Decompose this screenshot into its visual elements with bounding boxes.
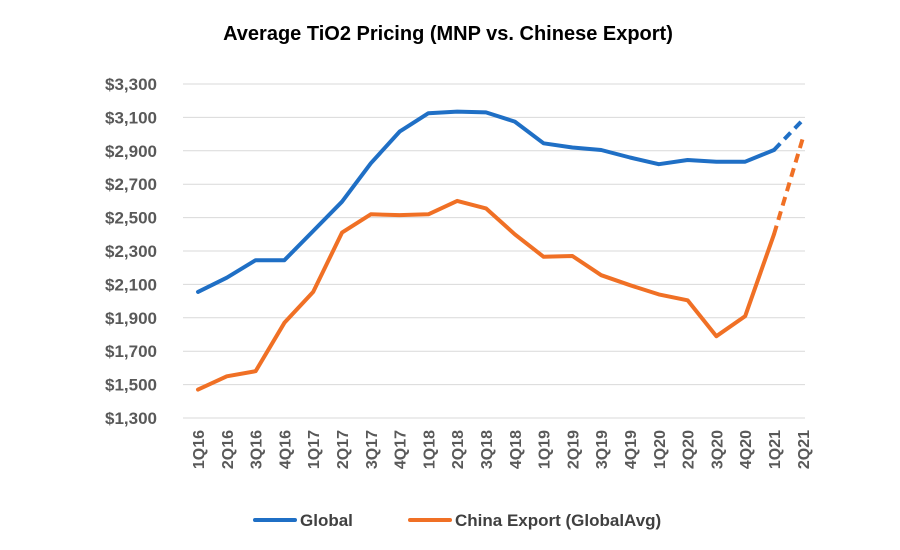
x-tick-label: 4Q17 [393,430,410,469]
data-point [542,255,546,259]
data-point [570,254,574,258]
x-tick-label: 1Q18 [421,430,438,469]
data-point [657,162,661,166]
x-tick-label: 2Q21 [796,430,813,469]
series-line-0 [196,109,776,294]
gridlines [183,83,805,419]
data-point [340,231,344,235]
data-point [426,212,430,216]
y-tick-label: $1,700 [105,342,157,361]
x-tick-label: 4Q20 [738,430,755,469]
y-tick-label: $1,500 [105,376,157,395]
x-tick-label: 1Q17 [306,430,323,469]
y-tick-label: $2,100 [105,275,157,294]
x-tick-label: 4Q19 [623,430,640,469]
data-point [686,298,690,302]
y-tick-label: $2,500 [105,209,157,228]
data-point [311,290,315,294]
data-point [398,130,402,134]
data-point [657,292,661,296]
x-tick-label: 3Q18 [479,430,496,469]
y-tick-label: $2,900 [105,142,157,161]
chart-title: Average TiO2 Pricing (MNP vs. Chinese Ex… [223,23,673,45]
data-point [398,213,402,217]
series-lines [196,109,805,392]
y-tick-label: $1,900 [105,309,157,328]
data-point [484,110,488,114]
series-forecast-line-1 [772,137,805,235]
data-point [196,290,200,294]
data-point [484,206,488,210]
data-point [426,111,430,115]
data-point [369,161,373,165]
data-point [455,110,459,114]
data-point [801,118,805,122]
data-point [513,232,517,236]
data-point [225,374,229,378]
x-tick-label: 3Q17 [364,430,381,469]
data-point [772,232,776,236]
data-point [196,388,200,392]
data-point [743,160,747,164]
data-point [772,148,776,152]
data-point [714,160,718,164]
y-tick-label: $1,300 [105,409,157,428]
data-point [340,200,344,204]
x-axis: 1Q16 2Q16 3Q16 4Q16 1Q17 2Q17 3Q17 4Q17 1Q18 2Q18… [191,430,813,469]
y-tick-label: $3,100 [105,108,157,127]
y-tick-label: $2,300 [105,242,157,261]
data-point [513,120,517,124]
legend-label-1: China Export (GlobalAvg) [455,511,661,530]
x-tick-label: 1Q20 [652,430,669,469]
x-tick-label: 2Q20 [681,430,698,469]
data-point [743,314,747,318]
legend-label-0: Global [300,511,353,530]
x-tick-label: 1Q21 [767,430,784,469]
data-point [599,273,603,277]
x-tick-label: 2Q16 [220,430,237,469]
series-forecast-line-0 [772,118,805,152]
y-axis: $1,300 $1,500 $1,700 $1,900 $2,100 $2,300 $2,5… [105,75,157,428]
data-point [282,321,286,325]
y-tick-label: $2,700 [105,175,157,194]
data-point [714,334,718,338]
data-point [570,145,574,149]
x-tick-label: 2Q19 [565,430,582,469]
data-point [628,155,632,159]
data-point [254,258,258,262]
x-tick-label: 3Q19 [594,430,611,469]
x-tick-label: 3Q16 [249,430,266,469]
data-point [628,283,632,287]
x-tick-label: 3Q20 [709,430,726,469]
y-tick-label: $3,300 [105,75,157,94]
x-tick-label: 2Q18 [450,430,467,469]
series-line-1 [196,198,776,392]
x-tick-label: 2Q17 [335,430,352,469]
x-tick-label: 4Q16 [277,430,294,469]
x-tick-label: 4Q18 [508,430,525,469]
data-point [282,258,286,262]
data-point [254,369,258,373]
data-point [369,212,373,216]
x-tick-label: 1Q16 [191,430,208,469]
data-point [599,148,603,152]
data-point [225,276,229,280]
data-point [455,199,459,203]
data-point [542,141,546,145]
data-point [686,158,690,162]
legend: Global China Export (GlobalAvg) [253,511,661,530]
data-point [801,136,805,140]
x-tick-label: 1Q19 [537,430,554,469]
data-point [311,229,315,233]
